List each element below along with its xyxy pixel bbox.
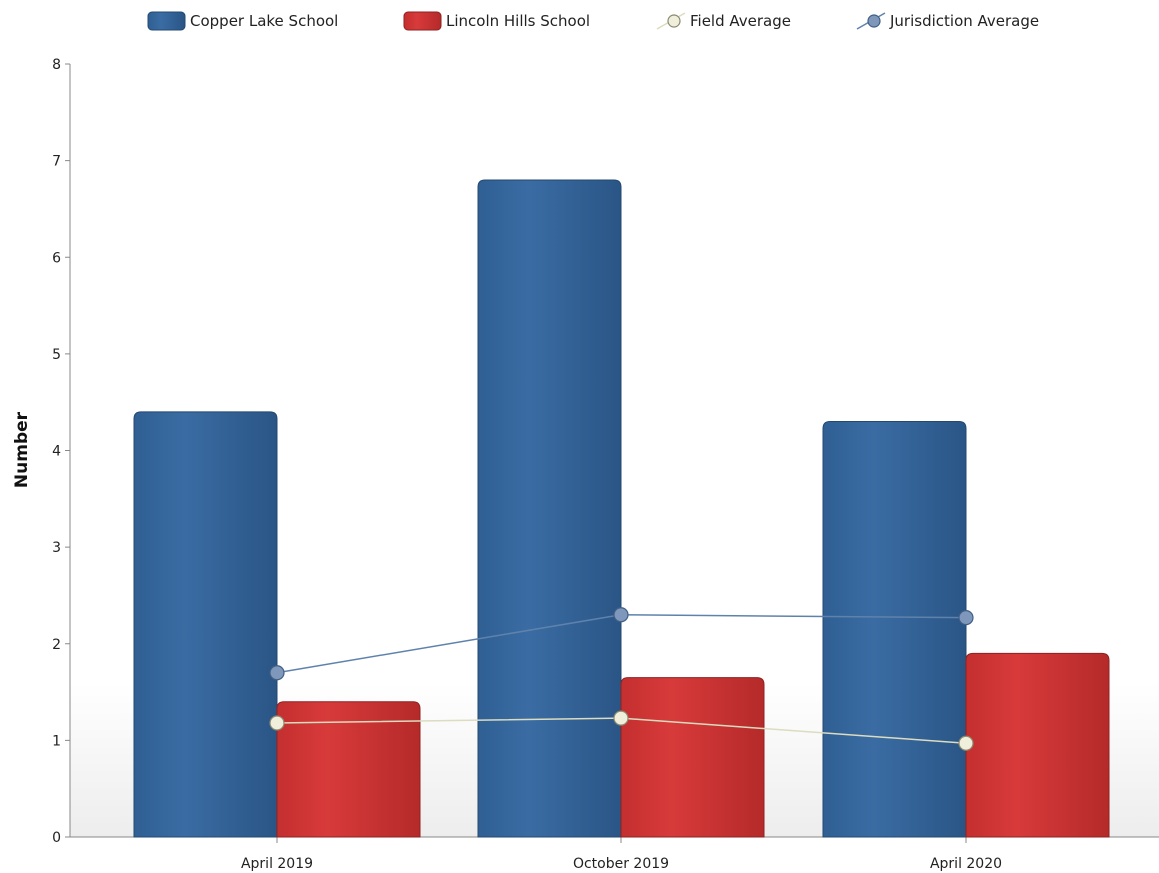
legend-label-copper-lake-school: Copper Lake School xyxy=(190,12,338,30)
point-jurisdiction-average-april-2020 xyxy=(958,610,974,626)
legend-label-lincoln-hills-school: Lincoln Hills School xyxy=(446,12,590,30)
lines xyxy=(269,607,974,751)
y-axis-label: Number xyxy=(12,411,32,488)
legend-swatch-lincoln-hills-school xyxy=(403,11,442,31)
point-field-average-april-2020 xyxy=(958,735,974,751)
bar-lincoln-hills-school-april-2020 xyxy=(965,652,1110,838)
legend-swatch-copper-lake-school xyxy=(147,11,186,31)
point-jurisdiction-average-april-2019 xyxy=(269,665,285,681)
legend-marker-field-average xyxy=(667,14,681,28)
legend-label-jurisdiction-average: Jurisdiction Average xyxy=(889,12,1039,30)
x-tick-label: October 2019 xyxy=(573,856,669,872)
x-tick-label: April 2019 xyxy=(241,856,313,872)
legend-marker-jurisdiction-average xyxy=(867,14,881,28)
x-axis: April 2019 October 2019 April 2020 xyxy=(70,836,1159,872)
bars xyxy=(133,179,1110,838)
y-tick-label: 6 xyxy=(52,250,61,266)
bar-copper-lake-school-april-2019 xyxy=(133,411,278,838)
point-jurisdiction-average-october-2019 xyxy=(613,607,629,623)
x-tick-label: April 2020 xyxy=(930,856,1002,872)
point-field-average-october-2019 xyxy=(613,710,629,726)
y-tick-label: 1 xyxy=(52,733,61,749)
y-tick-label: 2 xyxy=(52,637,61,653)
bar-copper-lake-school-april-2020 xyxy=(822,421,967,838)
bar-lincoln-hills-school-october-2019 xyxy=(620,677,765,838)
y-tick-label: 3 xyxy=(52,540,61,556)
y-tick-label: 0 xyxy=(52,830,61,846)
bar-copper-lake-school-october-2019 xyxy=(477,179,622,838)
y-tick-label: 8 xyxy=(52,57,61,73)
y-tick-label: 7 xyxy=(52,154,61,170)
bar-lincoln-hills-school-april-2019 xyxy=(276,701,421,838)
y-axis: 0 1 2 3 4 5 6 7 8 xyxy=(52,57,71,846)
point-field-average-april-2019 xyxy=(269,715,285,731)
legend-label-field-average: Field Average xyxy=(690,12,791,30)
y-tick-label: 5 xyxy=(52,347,61,363)
y-tick-label: 4 xyxy=(52,444,61,460)
legend: Copper Lake School Lincoln Hills School Fi… xyxy=(147,11,1039,31)
